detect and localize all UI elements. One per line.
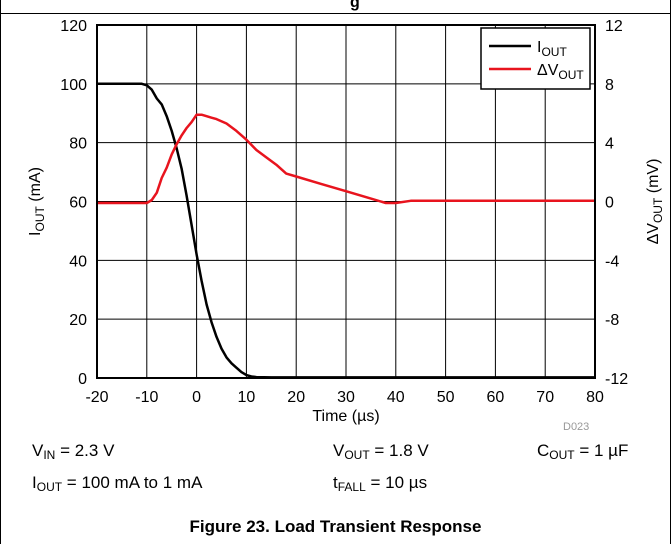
axis-labels: Time (µs) IOUT (mA) ΔVOUT (mV) [27, 159, 665, 425]
x-tick-label: 20 [287, 389, 305, 406]
figure-code: D023 [563, 421, 590, 433]
legend-iout-sub: OUT [541, 45, 567, 59]
left-axis-label-unit: (mA) [27, 167, 44, 206]
ticks: -20 -10 0 10 20 30 40 50 60 70 80020406080100120-1… [60, 18, 628, 406]
left-axis-label-sub: OUT [33, 206, 47, 232]
condition-vin-value: = 2.3 V [55, 441, 115, 460]
figure-top-border: g [0, 0, 671, 14]
condition-vout: VOUT = 1.8 V [333, 441, 429, 462]
right-tick-label: 12 [605, 18, 623, 35]
condition-cout-sub: OUT [549, 448, 575, 462]
x-tick-label: -10 [135, 389, 158, 406]
condition-vin-sub: IN [43, 448, 56, 462]
condition-iout-main: I [32, 473, 37, 492]
condition-tfall-sub: FALL [337, 480, 366, 494]
x-axis-label: Time (µs) [312, 408, 379, 425]
x-tick-label: 40 [387, 389, 405, 406]
left-tick-label: 60 [69, 195, 87, 212]
partial-title: g [350, 0, 360, 11]
x-tick-label: 30 [337, 389, 355, 406]
legend-box [480, 27, 591, 90]
right-tick-label: 0 [605, 195, 614, 212]
condition-vout-main: V [333, 441, 345, 460]
condition-tfall-value: = 10 µs [365, 473, 428, 492]
legend-label-iout: IOUT [537, 39, 567, 59]
right-tick-label: -8 [605, 312, 619, 329]
condition-vin-main: V [32, 441, 44, 460]
left-axis-label-main: I [27, 232, 44, 236]
right-tick-label: 4 [605, 136, 614, 153]
x-tick-label: 50 [437, 389, 455, 406]
legend: IOUT ΔVOUT [480, 27, 591, 90]
x-tick-label: 10 [238, 389, 256, 406]
right-tick-label: 8 [605, 77, 614, 94]
x-tick-label: 80 [586, 389, 604, 406]
right-axis-label: ΔVOUT (mV) [645, 159, 665, 245]
condition-iout-sub: OUT [36, 480, 63, 494]
legend-label-dvout: ΔVOUT [537, 62, 584, 82]
condition-tfall-main: t [333, 473, 338, 492]
left-tick-label: 40 [69, 253, 87, 270]
x-tick-label: -20 [85, 389, 108, 406]
legend-iout-main: I [537, 39, 541, 56]
condition-cout-value: = 1 µF [574, 441, 629, 460]
grid [97, 25, 595, 378]
condition-cout: COUT = 1 µF [537, 441, 628, 462]
condition-cout-main: C [537, 441, 550, 460]
x-tick-label: 60 [487, 389, 505, 406]
left-axis-label: IOUT (mA) [27, 167, 47, 236]
condition-vout-value: = 1.8 V [369, 441, 429, 460]
condition-vout-sub: OUT [344, 448, 370, 462]
left-tick-label: 100 [60, 77, 87, 94]
right-tick-label: -12 [605, 371, 628, 388]
condition-vin: VIN = 2.3 V [32, 441, 114, 462]
condition-iout-value: = 100 mA to 1 mA [62, 473, 203, 492]
left-tick-label: 80 [69, 136, 87, 153]
legend-dvout-main: ΔV [537, 62, 559, 79]
right-axis-label-sub: OUT [651, 197, 665, 223]
x-tick-label: 70 [536, 389, 554, 406]
right-tick-label: -4 [605, 253, 619, 270]
condition-iout: IOUT = 100 mA to 1 mA [32, 473, 202, 494]
left-tick-label: 120 [60, 18, 87, 35]
x-tick-label: 0 [192, 389, 201, 406]
left-tick-label: 0 [78, 371, 87, 388]
condition-tfall: tFALL = 10 µs [333, 473, 427, 494]
right-axis-label-unit: (mV) [645, 159, 662, 198]
series-line-dvout [97, 113, 595, 205]
legend-dvout-sub: OUT [558, 68, 584, 82]
figure-caption: Figure 23. Load Transient Response [189, 517, 482, 536]
plot-border [96, 24, 596, 379]
right-axis-label-main: ΔV [645, 223, 662, 245]
left-tick-label: 20 [69, 312, 87, 329]
